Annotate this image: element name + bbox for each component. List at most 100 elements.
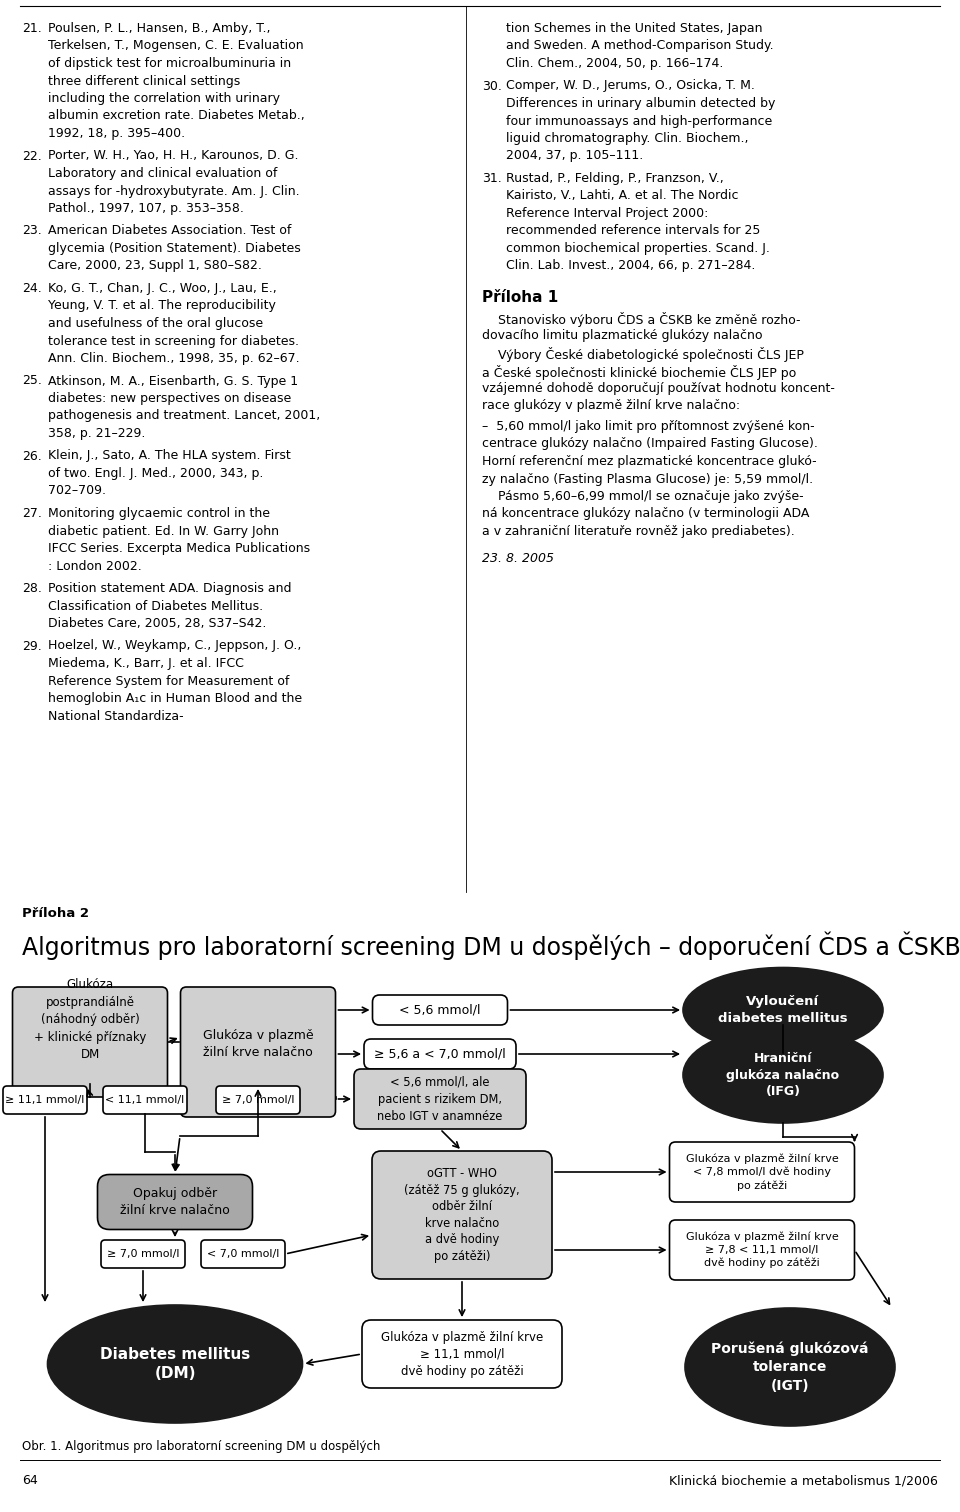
Ellipse shape	[47, 1305, 302, 1423]
FancyBboxPatch shape	[12, 987, 167, 1098]
Text: Glukóza v plazmě
žilní krve nalačno: Glukóza v plazmě žilní krve nalačno	[203, 1028, 313, 1060]
Text: Porušená glukózová
tolerance
(IGT): Porušená glukózová tolerance (IGT)	[711, 1341, 869, 1393]
Text: Glukóza
postprandiálně
(náhodný odběr)
+ klinické příznaky
DM: Glukóza postprandiálně (náhodný odběr) +…	[34, 978, 146, 1061]
Text: zy nalačno (Fasting Plasma Glucose) je: 5,59 mmol/l.: zy nalačno (Fasting Plasma Glucose) je: …	[482, 472, 813, 485]
Text: 358, p. 21–229.: 358, p. 21–229.	[48, 426, 145, 440]
Text: Kairisto, V., Lahti, A. et al. The Nordic: Kairisto, V., Lahti, A. et al. The Nordi…	[506, 189, 738, 203]
FancyBboxPatch shape	[180, 987, 335, 1117]
Text: oGTT - WHO
(zátěž 75 g glukózy,
odběr žilní
krve nalačno
a dvě hodiny
po zátěži): oGTT - WHO (zátěž 75 g glukózy, odběr ži…	[404, 1167, 519, 1263]
Text: Laboratory and clinical evaluation of: Laboratory and clinical evaluation of	[48, 166, 277, 180]
Text: assays for -hydroxybutyrate. Am. J. Clin.: assays for -hydroxybutyrate. Am. J. Clin…	[48, 184, 300, 198]
Ellipse shape	[685, 1308, 895, 1426]
Text: 21.: 21.	[22, 23, 41, 35]
Text: 1992, 18, p. 395–400.: 1992, 18, p. 395–400.	[48, 127, 185, 141]
Text: recommended reference intervals for 25: recommended reference intervals for 25	[506, 224, 760, 237]
FancyBboxPatch shape	[362, 1320, 562, 1388]
Text: Yeung, V. T. et al. The reproducibility: Yeung, V. T. et al. The reproducibility	[48, 299, 276, 313]
Text: Klinická biochemie a metabolismus 1/2006: Klinická biochemie a metabolismus 1/2006	[669, 1474, 938, 1486]
FancyBboxPatch shape	[216, 1086, 300, 1114]
Text: 27.: 27.	[22, 507, 42, 520]
Text: Ko, G. T., Chan, J. C., Woo, J., Lau, E.,: Ko, G. T., Chan, J. C., Woo, J., Lau, E.…	[48, 283, 276, 295]
Text: 28.: 28.	[22, 582, 42, 596]
Text: 29.: 29.	[22, 640, 41, 653]
Text: 23.: 23.	[22, 224, 41, 237]
FancyBboxPatch shape	[354, 1069, 526, 1129]
Text: Reference Interval Project 2000:: Reference Interval Project 2000:	[506, 207, 708, 221]
Text: 25.: 25.	[22, 375, 42, 387]
Text: four immunoassays and high-performance: four immunoassays and high-performance	[506, 115, 772, 127]
Text: diabetic patient. Ed. In W. Garry John: diabetic patient. Ed. In W. Garry John	[48, 525, 279, 537]
Text: a v zahraniční literatuře rovněž jako prediabetes).: a v zahraniční literatuře rovněž jako pr…	[482, 525, 795, 538]
Text: 64: 64	[22, 1474, 37, 1486]
Text: 26.: 26.	[22, 449, 41, 463]
Text: < 5,6 mmol/l: < 5,6 mmol/l	[399, 1004, 481, 1016]
Text: 30.: 30.	[482, 80, 502, 92]
Text: American Diabetes Association. Test of: American Diabetes Association. Test of	[48, 224, 292, 237]
Text: a České společnosti klinické biochemie ČLS JEP po: a České společnosti klinické biochemie Č…	[482, 364, 796, 380]
Text: 23. 8. 2005: 23. 8. 2005	[482, 552, 554, 565]
Text: 22.: 22.	[22, 150, 41, 162]
Text: of two. Engl. J. Med., 2000, 343, p.: of two. Engl. J. Med., 2000, 343, p.	[48, 467, 263, 479]
Text: Pathol., 1997, 107, p. 353–358.: Pathol., 1997, 107, p. 353–358.	[48, 203, 244, 215]
Text: race glukózy v plazmě žilní krve nalačno:: race glukózy v plazmě žilní krve nalačno…	[482, 399, 740, 413]
Text: 31.: 31.	[482, 172, 502, 184]
Text: Reference System for Measurement of: Reference System for Measurement of	[48, 674, 289, 688]
Text: liguid chromatography. Clin. Biochem.,: liguid chromatography. Clin. Biochem.,	[506, 132, 749, 145]
Text: Glukóza v plazmě žilní krve
< 7,8 mmol/l dvě hodiny
po zátěži: Glukóza v plazmě žilní krve < 7,8 mmol/l…	[685, 1154, 838, 1191]
Text: Vyloučení
diabetes mellitus: Vyloučení diabetes mellitus	[718, 995, 848, 1025]
Text: –  5,60 mmol/l jako limit pro přítomnost zvýšené kon-: – 5,60 mmol/l jako limit pro přítomnost …	[482, 420, 815, 432]
Text: including the correlation with urinary: including the correlation with urinary	[48, 92, 280, 104]
Ellipse shape	[683, 968, 883, 1052]
Text: Position statement ADA. Diagnosis and: Position statement ADA. Diagnosis and	[48, 582, 292, 596]
Text: Příloha 1: Příloha 1	[482, 290, 559, 305]
Text: ≥ 7,0 mmol/l: ≥ 7,0 mmol/l	[107, 1249, 180, 1259]
Text: Příloha 2: Příloha 2	[22, 907, 89, 919]
Text: Diabetes mellitus
(DM): Diabetes mellitus (DM)	[100, 1347, 251, 1382]
Text: common biochemical properties. Scand. J.: common biochemical properties. Scand. J.	[506, 242, 770, 256]
Text: Glukóza v plazmě žilní krve
≥ 11,1 mmol/l
dvě hodiny po zátěži: Glukóza v plazmě žilní krve ≥ 11,1 mmol/…	[381, 1331, 543, 1377]
Text: Ann. Clin. Biochem., 1998, 35, p. 62–67.: Ann. Clin. Biochem., 1998, 35, p. 62–67.	[48, 352, 300, 364]
Text: hemoglobin A₁c in Human Blood and the: hemoglobin A₁c in Human Blood and the	[48, 692, 302, 705]
FancyBboxPatch shape	[364, 1039, 516, 1069]
Text: glycemia (Position Statement). Diabetes: glycemia (Position Statement). Diabetes	[48, 242, 300, 256]
Text: Stanovisko výboru ČDS a ČSKB ke změně rozho-: Stanovisko výboru ČDS a ČSKB ke změně ro…	[482, 311, 801, 327]
Text: Comper, W. D., Jerums, O., Osicka, T. M.: Comper, W. D., Jerums, O., Osicka, T. M.	[506, 80, 755, 92]
Text: Classification of Diabetes Mellitus.: Classification of Diabetes Mellitus.	[48, 599, 263, 612]
Text: Poulsen, P. L., Hansen, B., Amby, T.,: Poulsen, P. L., Hansen, B., Amby, T.,	[48, 23, 271, 35]
FancyBboxPatch shape	[669, 1220, 854, 1281]
Text: tion Schemes in the United States, Japan: tion Schemes in the United States, Japan	[506, 23, 762, 35]
Text: albumin excretion rate. Diabetes Metab.,: albumin excretion rate. Diabetes Metab.,	[48, 109, 304, 122]
Text: Hraniční
glukóza nalačno
(IFG): Hraniční glukóza nalačno (IFG)	[727, 1051, 840, 1099]
Text: < 11,1 mmol/l: < 11,1 mmol/l	[106, 1095, 184, 1105]
Ellipse shape	[683, 1027, 883, 1123]
Text: Pásmo 5,60–6,99 mmol/l se označuje jako zvýše-: Pásmo 5,60–6,99 mmol/l se označuje jako …	[482, 490, 804, 503]
Text: ≥ 7,0 mmol/l: ≥ 7,0 mmol/l	[222, 1095, 295, 1105]
Text: Výbory České diabetologické společnosti ČLS JEP: Výbory České diabetologické společnosti …	[482, 346, 804, 361]
Text: 24.: 24.	[22, 283, 41, 295]
FancyBboxPatch shape	[372, 995, 508, 1025]
Text: Care, 2000, 23, Suppl 1, S80–S82.: Care, 2000, 23, Suppl 1, S80–S82.	[48, 260, 262, 272]
Text: Porter, W. H., Yao, H. H., Karounos, D. G.: Porter, W. H., Yao, H. H., Karounos, D. …	[48, 150, 299, 162]
Text: Miedema, K., Barr, J. et al. IFCC: Miedema, K., Barr, J. et al. IFCC	[48, 658, 244, 670]
Text: Horní referenční mez plazmatické koncentrace glukó-: Horní referenční mez plazmatické koncent…	[482, 455, 817, 469]
Text: 702–709.: 702–709.	[48, 484, 106, 497]
Text: Obr. 1. Algoritmus pro laboratorní screening DM u dospělých: Obr. 1. Algoritmus pro laboratorní scree…	[22, 1439, 380, 1453]
Text: Algoritmus pro laboratorní screening DM u dospělých – doporučení ČDS a ČSKB: Algoritmus pro laboratorní screening DM …	[22, 931, 960, 960]
Text: three different clinical settings: three different clinical settings	[48, 74, 240, 88]
Text: Atkinson, M. A., Eisenbarth, G. S. Type 1: Atkinson, M. A., Eisenbarth, G. S. Type …	[48, 375, 299, 387]
Text: Monitoring glycaemic control in the: Monitoring glycaemic control in the	[48, 507, 270, 520]
Text: of dipstick test for microalbuminuria in: of dipstick test for microalbuminuria in	[48, 57, 291, 70]
Text: tolerance test in screening for diabetes.: tolerance test in screening for diabetes…	[48, 334, 299, 348]
Text: Rustad, P., Felding, P., Franzson, V.,: Rustad, P., Felding, P., Franzson, V.,	[506, 172, 724, 184]
Text: Klein, J., Sato, A. The HLA system. First: Klein, J., Sato, A. The HLA system. Firs…	[48, 449, 291, 463]
Text: vzájemné dohodě doporučují používat hodnotu koncent-: vzájemné dohodě doporučují používat hodn…	[482, 383, 835, 395]
FancyBboxPatch shape	[669, 1142, 854, 1202]
Text: IFCC Series. Excerpta Medica Publications: IFCC Series. Excerpta Medica Publication…	[48, 541, 310, 555]
FancyBboxPatch shape	[372, 1151, 552, 1279]
Text: Terkelsen, T., Mogensen, C. E. Evaluation: Terkelsen, T., Mogensen, C. E. Evaluatio…	[48, 39, 303, 53]
Text: and usefulness of the oral glucose: and usefulness of the oral glucose	[48, 318, 263, 330]
Text: dovacího limitu plazmatické glukózy nalačno: dovacího limitu plazmatické glukózy nala…	[482, 330, 762, 343]
Text: Diabetes Care, 2005, 28, S37–S42.: Diabetes Care, 2005, 28, S37–S42.	[48, 617, 266, 631]
FancyBboxPatch shape	[101, 1240, 185, 1269]
Text: ≥ 5,6 a < 7,0 mmol/l: ≥ 5,6 a < 7,0 mmol/l	[374, 1048, 506, 1060]
